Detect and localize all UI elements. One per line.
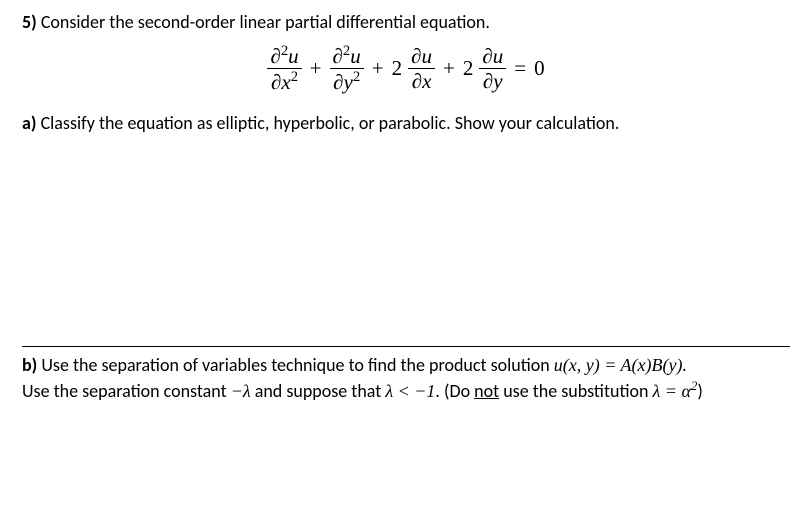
part-a-text: Classify the equation as elliptic, hyper…: [41, 112, 620, 134]
question-text: Consider the second-order linear partial…: [41, 11, 490, 33]
pde-equation: ∂2u∂x2+∂2u∂y2+2∂u∂x+2∂u∂y=0: [267, 44, 544, 93]
part-a-label: a): [22, 112, 37, 134]
coefficient: 0: [534, 56, 545, 81]
operator: +: [441, 56, 457, 81]
part-b-line1-text: Use the separation of variables techniqu…: [41, 354, 553, 376]
part-b-line2-e: ): [697, 380, 702, 402]
part-b-line1-math: u(x, y) = A(x)B(y).: [554, 355, 687, 375]
question-5-prompt: 5) Consider the second-order linear part…: [22, 10, 790, 34]
fraction: ∂u∂y: [479, 45, 506, 92]
operator: +: [308, 56, 324, 81]
part-b-not: not: [474, 380, 499, 402]
page: 5) Consider the second-order linear part…: [0, 0, 812, 413]
part-b-m2: λ < −1: [385, 381, 435, 401]
fraction: ∂2u∂y2: [330, 44, 364, 93]
operator: +: [370, 56, 386, 81]
divider-rule: [22, 346, 790, 347]
coefficient: 2: [392, 56, 403, 81]
fraction: ∂2u∂x2: [267, 44, 301, 93]
pde-equation-container: ∂2u∂x2+∂2u∂y2+2∂u∂x+2∂u∂y=0: [22, 44, 790, 93]
coefficient: 2: [463, 56, 474, 81]
part-b-line2-a: Use the separation constant: [22, 380, 231, 402]
fraction: ∂u∂x: [408, 45, 435, 92]
part-a: a) Classify the equation as elliptic, hy…: [22, 111, 790, 135]
question-number: 5): [22, 11, 37, 33]
operator: =: [512, 56, 528, 81]
part-b-m3: λ = α²λ = α2: [653, 381, 698, 401]
part-b-line2-d: use the substitution: [499, 380, 652, 402]
part-b-line2-b: and suppose that: [251, 380, 386, 402]
part-b-label: b): [22, 354, 37, 376]
part-b-m1: −λ: [231, 381, 251, 401]
part-b-line2-c: . (Do: [435, 380, 474, 402]
part-b: b) Use the separation of variables techn…: [22, 353, 790, 404]
